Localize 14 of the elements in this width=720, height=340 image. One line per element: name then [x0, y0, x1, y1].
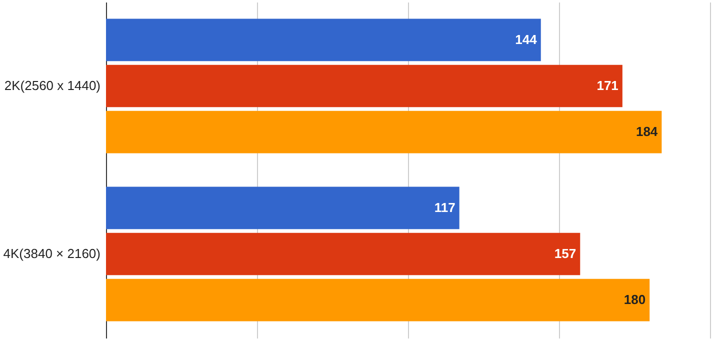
- bar: [106, 232, 580, 276]
- bar: [106, 110, 662, 154]
- data-label: 180: [624, 292, 646, 308]
- bar: [106, 278, 650, 322]
- bar: [106, 186, 460, 230]
- y-tick-label: 2K(2560 x 1440): [4, 78, 100, 93]
- data-label: 184: [636, 124, 658, 140]
- data-label: 157: [554, 246, 576, 261]
- data-label: 144: [515, 32, 538, 47]
- y-tick-label: 4K(3840 × 2160): [3, 246, 100, 261]
- bar: [106, 18, 541, 62]
- bar: [106, 64, 622, 108]
- data-label: 171: [596, 78, 618, 93]
- data-label: 117: [434, 200, 456, 215]
